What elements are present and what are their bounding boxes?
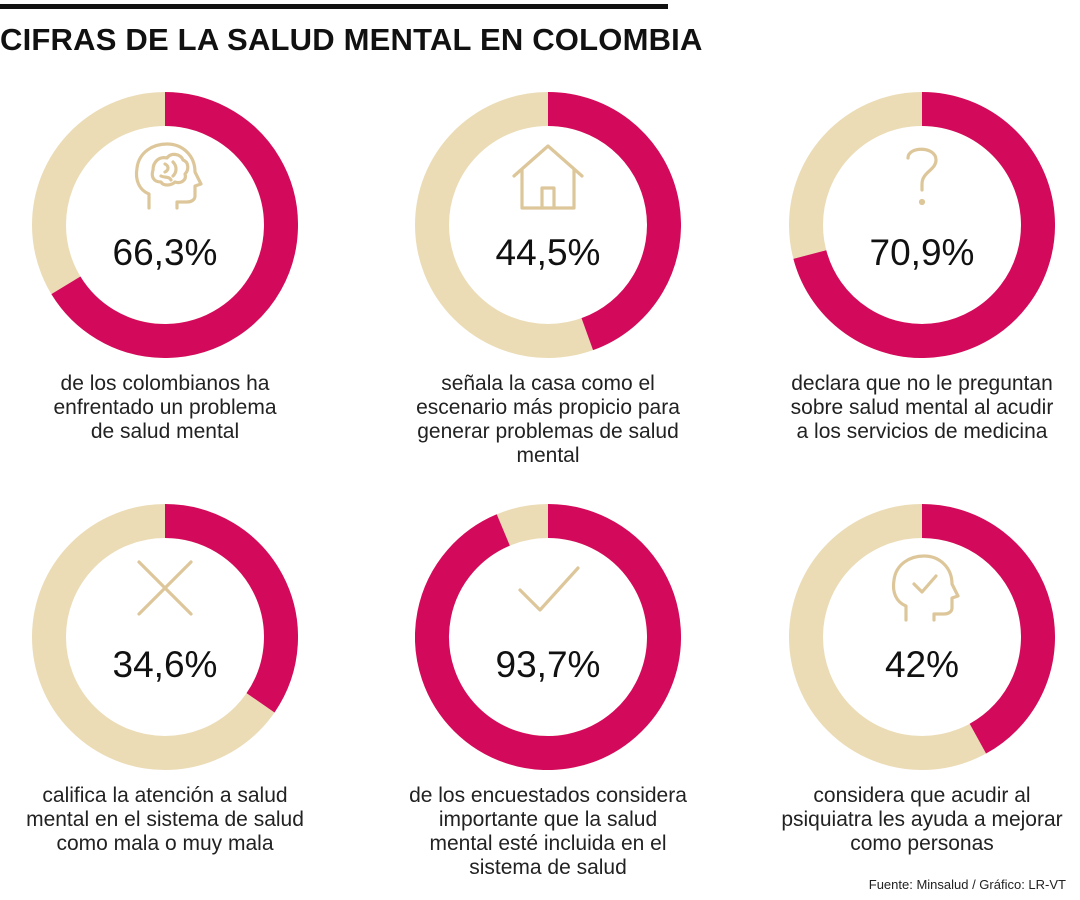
stat-card: 66,3% de los colombianos ha enfrentado un … xyxy=(0,92,330,482)
donut-ring xyxy=(415,504,681,770)
stat-card: 93,7% de los encuestados considera importa… xyxy=(383,504,713,894)
stat-description: señala la casa como el escenario más prop… xyxy=(383,372,713,468)
value-slice xyxy=(415,504,681,770)
top-rule xyxy=(0,4,668,9)
value-slice xyxy=(51,92,298,358)
stat-description: de los colombianos ha enfrentado un probl… xyxy=(0,372,330,444)
description-line: de los colombianos ha xyxy=(60,372,270,395)
description-line: escenario más propicio para xyxy=(416,396,680,419)
house-icon xyxy=(508,136,588,216)
source-note: Fuente: Minsalud / Gráfico: LR-VT xyxy=(868,877,1066,892)
donut-chart: 66,3% xyxy=(32,92,298,358)
stat-card: 70,9% declara que no le preguntan sobre sa… xyxy=(757,92,1080,482)
description-line: de salud mental xyxy=(90,420,240,443)
percentage-label: 44,5% xyxy=(495,232,601,273)
donut-ring xyxy=(415,92,681,358)
head-check-icon xyxy=(882,548,962,628)
donut-chart: 70,9% xyxy=(789,92,1055,358)
percentage-label: 93,7% xyxy=(495,644,601,685)
donut-chart: 93,7% xyxy=(415,504,681,770)
percentage-label: 42% xyxy=(884,644,960,685)
page-title: CIFRAS DE LA SALUD MENTAL EN COLOMBIA xyxy=(0,22,703,57)
description-line: mental xyxy=(516,444,580,467)
stat-card: 34,6% califica la atención a salud mental … xyxy=(0,504,330,894)
description-line: psiquiatra les ayuda a mejorar xyxy=(781,808,1063,831)
description-line: sistema de salud xyxy=(469,856,627,879)
donut-ring xyxy=(789,504,1055,770)
question-mark-icon xyxy=(882,136,962,216)
stat-description: de los encuestados considera importante q… xyxy=(383,784,713,880)
donut-ring xyxy=(789,92,1055,358)
value-slice xyxy=(793,92,1055,358)
description-line: declara que no le preguntan xyxy=(791,372,1053,395)
head-brain-icon xyxy=(125,136,205,216)
stat-description: considera que acudir al psiquiatra les ay… xyxy=(757,784,1080,856)
stat-card: 42% considera que acudir al psiquiatra les… xyxy=(757,504,1080,894)
value-slice xyxy=(164,504,298,713)
description-line: como mala o muy mala xyxy=(56,832,274,855)
x-mark-icon xyxy=(125,548,205,628)
donut-chart: 44,5% xyxy=(415,92,681,358)
description-line: a los servicios de medicina xyxy=(796,420,1048,443)
donut-ring xyxy=(32,504,298,770)
description-line: mental esté incluida en el xyxy=(429,832,667,855)
check-mark-icon xyxy=(508,548,588,628)
percentage-label: 70,9% xyxy=(869,232,975,273)
description-line: de los encuestados considera xyxy=(409,784,687,807)
description-line: mental en el sistema de salud xyxy=(26,808,304,831)
description-line: generar problemas de salud xyxy=(417,420,679,443)
stat-description: declara que no le preguntan sobre salud m… xyxy=(757,372,1080,444)
description-line: califica la atención a salud xyxy=(42,784,288,807)
donut-chart: 42% xyxy=(789,504,1055,770)
donut-chart: 34,6% xyxy=(32,504,298,770)
value-slice xyxy=(547,92,681,351)
donut-ring xyxy=(32,92,298,358)
description-line: considera que acudir al xyxy=(813,784,1031,807)
description-line: sobre salud mental al acudir xyxy=(790,396,1054,419)
description-line: importante que la salud xyxy=(438,808,658,831)
percentage-label: 66,3% xyxy=(112,232,218,273)
description-line: como personas xyxy=(850,832,994,855)
stat-card: 44,5% señala la casa como el escenario más… xyxy=(383,92,713,482)
stat-description: califica la atención a salud mental en el… xyxy=(0,784,330,856)
description-line: señala la casa como el xyxy=(441,372,655,395)
description-line: enfrentado un problema xyxy=(53,396,277,419)
percentage-label: 34,6% xyxy=(112,644,218,685)
value-slice xyxy=(921,504,1055,754)
